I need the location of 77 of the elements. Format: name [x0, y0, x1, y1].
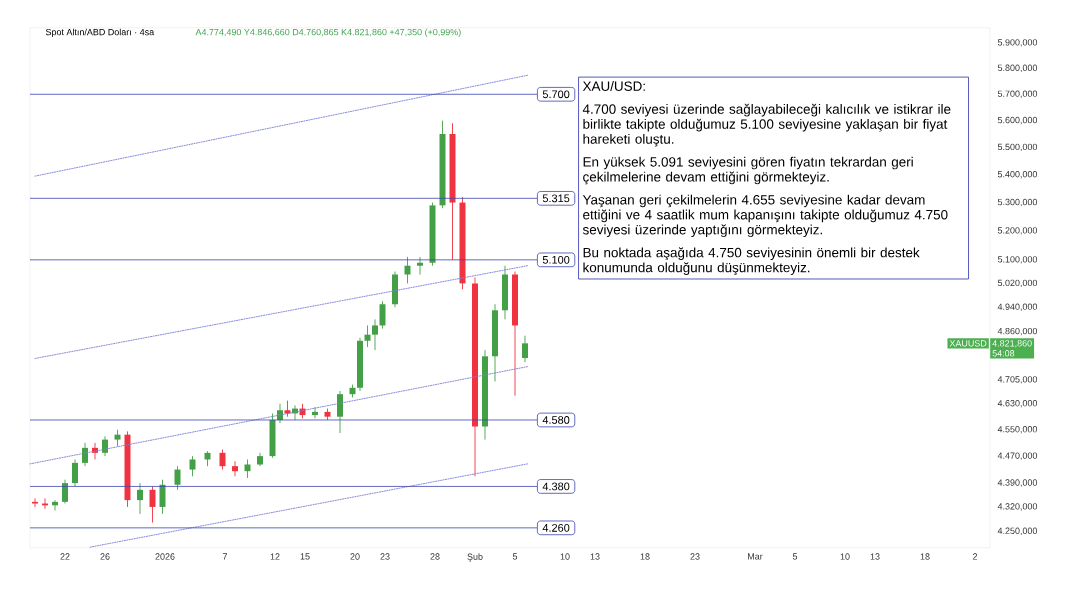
- x-tick-label: 13: [870, 553, 880, 560]
- y-tick-label: 5.800,000: [997, 64, 1038, 73]
- x-tick-label: 23: [380, 553, 390, 560]
- x-tick-label: 18: [640, 553, 650, 560]
- ref-line-label: 4.580: [542, 416, 570, 424]
- candlestick: [244, 459, 251, 479]
- candlestick: [364, 325, 371, 348]
- annotation: 4.700 seviyesi üzerinde sağlayabileceği kalıcılık ve istikrar ile birlikte takipte olduğumuz 5.100 seviyesine yaklaşan bir fiyat hareketi oluştu.: [582, 103, 951, 147]
- candlestick: [337, 390, 343, 434]
- x-tick-label: 15: [300, 553, 310, 560]
- x-tick-label: 26: [100, 553, 110, 560]
- x-tick-label: 7: [222, 553, 228, 560]
- y-tick-label: 5.400,000: [997, 171, 1038, 179]
- y-tick-label: 4.630,000: [997, 400, 1038, 408]
- ref-line-label: 4.260: [542, 523, 570, 532]
- ref-line-label: 4.380: [542, 482, 570, 491]
- y-tick-label: 4.705,000: [997, 376, 1038, 384]
- x-tick-label: 5: [512, 553, 518, 560]
- candlestick: [189, 455, 196, 477]
- chart-title: Spot Altın/ABD Doları · 4sa: [45, 28, 155, 37]
- candlestick: [312, 406, 318, 419]
- candlestick: [174, 465, 181, 491]
- candlestick: [522, 335, 528, 363]
- ref-line-label: 5.100: [542, 255, 570, 264]
- candlestick: [372, 318, 378, 351]
- candlestick: [232, 460, 238, 477]
- candlestick: [82, 442, 88, 467]
- x-tick-label: 5: [792, 553, 798, 560]
- text: 4.821,860: [992, 340, 1032, 348]
- x-tick-label: 2: [972, 553, 978, 560]
- x-tick-label: 12: [270, 553, 280, 560]
- candlestick: [417, 256, 423, 275]
- candlestick: [102, 435, 108, 457]
- y-tick-label: 4.550,000: [997, 426, 1038, 434]
- x-tick-label: 22: [60, 553, 70, 560]
- x-tick-label: 10: [840, 553, 850, 560]
- annotation: XAUUSD: [949, 340, 987, 347]
- candlestick: [159, 479, 166, 515]
- x-tick-label: 10: [560, 553, 570, 560]
- x-tick-label: 18: [920, 553, 930, 560]
- y-tick-label: 5.300,000: [997, 198, 1038, 207]
- annotation: Yaşanan geri çekilmelerin 4.655 seviyesine kadar devam ettiğini ve 4 saatlik mum kapanışını takipte olduğumuz 4.750 seviyesi üzerinde yaptığını görmekteyiz.: [582, 194, 948, 238]
- chart-subtitle: A4.774,490 Y4.846,660 D4.760,865 K4.821,860 +47,350 (+0,99%): [195, 28, 461, 37]
- y-tick-label: 5.100,000: [997, 256, 1038, 264]
- annotation: XAU/USD:: [582, 81, 645, 91]
- candlestick: [379, 300, 386, 329]
- y-tick-label: 5.020,000: [997, 279, 1038, 288]
- x-tick-label: Mar: [748, 553, 763, 560]
- candlestick: [137, 482, 143, 515]
- x-tick-label: 28: [430, 553, 440, 560]
- y-tick-label: 4.940,000: [997, 303, 1038, 311]
- y-tick-label: 4.470,000: [997, 452, 1038, 460]
- y-tick-label: 5.200,000: [997, 227, 1038, 235]
- y-tick-label: 4.860,000: [997, 327, 1038, 336]
- y-tick-label: 5.700,000: [997, 90, 1038, 98]
- candlestick: [62, 479, 68, 504]
- text: 54:08: [992, 350, 1015, 357]
- annotation: Bu noktada aşağıda 4.750 seviyesinin önemli bir destek konumunda olduğunu düşünmekteyiz.: [583, 247, 920, 275]
- y-tick-label: 5.500,000: [997, 143, 1038, 152]
- y-tick-label: 4.320,000: [997, 503, 1038, 511]
- y-tick-label: 4.250,000: [997, 527, 1038, 535]
- x-tick-label: 20: [350, 553, 360, 560]
- candlestick: [219, 449, 226, 471]
- x-tick-label: 2026: [155, 553, 175, 560]
- x-tick-label: Şub: [467, 553, 483, 562]
- candlestick: [32, 497, 38, 508]
- x-tick-label: 13: [590, 553, 600, 560]
- candlestick: [149, 485, 156, 524]
- ref-line-label: 5.700: [542, 90, 570, 99]
- x-tick-label: 23: [690, 553, 700, 560]
- candlestick: [404, 256, 411, 284]
- annotation: En yüksek 5.091 seviyesini gören fiyatın tekrardan geri çekilmelerine devam ettiğini görmekteyiz.: [583, 156, 913, 185]
- y-tick-label: 5.600,000: [997, 116, 1038, 125]
- y-tick-label: 4.390,000: [997, 479, 1038, 487]
- candlestick: [72, 459, 78, 487]
- ref-line-label: 5.315: [542, 194, 570, 203]
- y-tick-label: 5.900,000: [997, 39, 1038, 47]
